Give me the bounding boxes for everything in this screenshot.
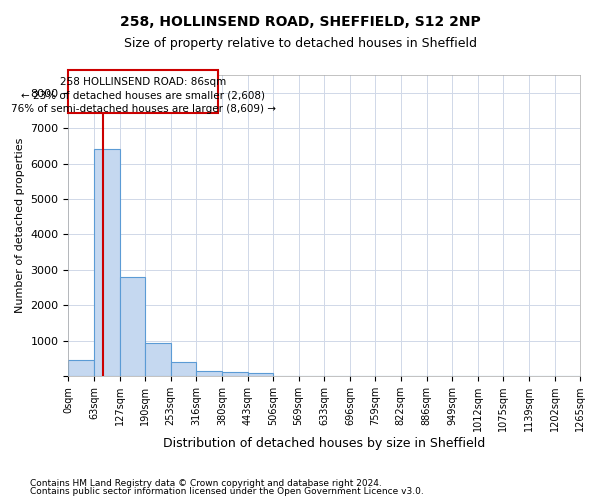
Bar <box>120 277 145 376</box>
Text: ← 23% of detached houses are smaller (2,608): ← 23% of detached houses are smaller (2,… <box>21 90 265 101</box>
Y-axis label: Number of detached properties: Number of detached properties <box>15 138 25 314</box>
Text: Contains public sector information licensed under the Open Government Licence v3: Contains public sector information licen… <box>30 487 424 496</box>
Text: 258, HOLLINSEND ROAD, SHEFFIELD, S12 2NP: 258, HOLLINSEND ROAD, SHEFFIELD, S12 2NP <box>119 15 481 29</box>
Bar <box>171 362 196 376</box>
Text: Size of property relative to detached houses in Sheffield: Size of property relative to detached ho… <box>124 38 476 51</box>
Bar <box>248 374 273 376</box>
Text: 258 HOLLINSEND ROAD: 86sqm: 258 HOLLINSEND ROAD: 86sqm <box>60 78 226 88</box>
Bar <box>145 342 171 376</box>
Text: 76% of semi-detached houses are larger (8,609) →: 76% of semi-detached houses are larger (… <box>11 104 276 114</box>
Bar <box>222 372 248 376</box>
X-axis label: Distribution of detached houses by size in Sheffield: Distribution of detached houses by size … <box>163 437 485 450</box>
Text: Contains HM Land Registry data © Crown copyright and database right 2024.: Contains HM Land Registry data © Crown c… <box>30 478 382 488</box>
Bar <box>196 371 222 376</box>
Bar <box>68 360 94 376</box>
Bar <box>94 150 120 376</box>
